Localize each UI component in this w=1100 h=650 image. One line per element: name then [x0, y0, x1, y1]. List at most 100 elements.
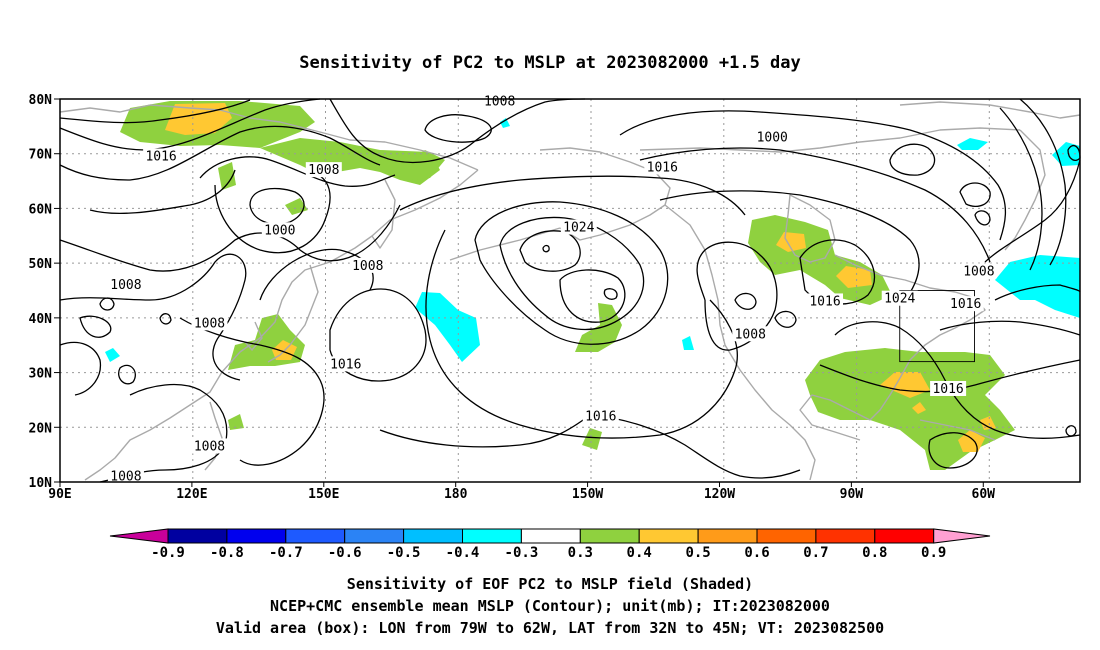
- contour-ring-canada-3: [974, 210, 991, 226]
- mslp-contours: [59, 98, 1081, 483]
- contour-label-bg: [807, 293, 843, 309]
- colorbar-swatch: [344, 528, 405, 544]
- colorbar-label: -0.4: [446, 545, 480, 561]
- colorbar-label: 0.8: [862, 545, 887, 561]
- colorbar-label: 0.7: [803, 545, 828, 561]
- lat-tick-label: 70N: [29, 148, 53, 163]
- colorbar-label: 0.3: [568, 545, 593, 561]
- contour-atlantic-4: [939, 320, 1081, 336]
- colorbar-label: -0.9: [151, 545, 185, 561]
- coast-greenland-south: [1004, 129, 1046, 251]
- shade-negative-small-2: [682, 336, 694, 350]
- colorbar-swatch: [462, 528, 522, 544]
- grid-lines: [60, 99, 1080, 482]
- contour-label-bg: [481, 93, 518, 109]
- colorbar-swatch: [756, 528, 817, 544]
- colorbar-extend-right: [933, 528, 991, 544]
- contour-label-bg: [732, 326, 769, 342]
- contour-1008-mid: [59, 204, 401, 272]
- contour-1024-high-1: [474, 201, 669, 345]
- contour-1016-east-pacific: [589, 414, 801, 479]
- contour-1016-asia-west: [59, 253, 247, 381]
- contour-1016-west-pacific: [179, 317, 325, 466]
- contour-label: 1008: [352, 259, 383, 274]
- shade-negative-pacific-1: [415, 292, 480, 362]
- contour-label: 1008: [308, 163, 339, 178]
- coast-alaska: [539, 147, 671, 241]
- contour-label-bg: [582, 408, 619, 424]
- contour-1008-siberia: [199, 156, 396, 187]
- colorbar-swatch: [874, 528, 935, 544]
- contour-1008-canada: [639, 147, 991, 263]
- contour-1024-core: [559, 269, 626, 323]
- colorbar-swatch: [815, 528, 876, 544]
- shade-strong-atlantic-3: [912, 402, 926, 414]
- axis-tick-labels: 10N 20N 30N 40N 50N 60N 70N 80N 90E 120E 150E 180 15…: [29, 93, 996, 502]
- contour-1000-canada: [619, 110, 1007, 241]
- colorbar-swatch: [285, 528, 346, 544]
- contour-label: 1016: [145, 149, 176, 164]
- coast-nw-america: [664, 204, 816, 481]
- shade-strong-atlantic-2: [958, 430, 985, 452]
- caption-line-3: Valid area (box): LON from 79W to 62W, L…: [216, 619, 884, 637]
- contour-label-bg: [960, 263, 997, 279]
- contour-label: 1016: [932, 382, 963, 397]
- contour-small-atlantic-ring: [1065, 425, 1077, 437]
- contour-label: 1024: [884, 292, 915, 307]
- coast-canada-arctic: [639, 127, 1021, 153]
- contour-label: 1008: [110, 278, 141, 293]
- contour-labels: 1008 1000 1016 1008 1016 1000 1024 1008 1008 1008…: [107, 93, 997, 485]
- contour-arctic-greenland-2: [1019, 98, 1067, 266]
- shade-negative-small-3: [500, 118, 510, 128]
- contour-label: 1016: [647, 160, 678, 175]
- contour-label: 1000: [264, 223, 295, 238]
- colorbar-swatch: [697, 528, 758, 544]
- contour-1016-asia-mid: [59, 341, 102, 396]
- contour-label: 1024: [563, 221, 594, 236]
- colorbar-label: -0.3: [505, 545, 539, 561]
- chart-title: Sensitivity of PC2 to MSLP at 2023082000…: [299, 53, 801, 73]
- shade-strong-hudson-2: [836, 266, 872, 288]
- contour-arctic-1: [59, 99, 251, 124]
- contour-1016-pacific-south: [379, 414, 591, 448]
- coast-kamchatka: [371, 179, 396, 249]
- lat-tick-label: 20N: [29, 421, 53, 436]
- contour-1008-sw-2: [118, 364, 136, 385]
- colorbar-label: 0.4: [627, 545, 652, 561]
- contour-label: 1016: [330, 357, 361, 372]
- shade-positive-arctic-2: [260, 138, 440, 185]
- shade-strong-hudson-1: [776, 232, 806, 252]
- colorbar-label: -0.6: [328, 545, 362, 561]
- lon-tick-label: 180: [444, 487, 468, 502]
- colorbar-swatch: [520, 528, 581, 544]
- contour-1008-east-asia: [89, 169, 236, 215]
- contour-1024-high-2: [499, 216, 645, 331]
- shade-positive-south-china: [228, 414, 244, 430]
- contour-label-bg: [261, 222, 298, 238]
- contour-1016-subtropical: [425, 229, 738, 439]
- coast-east-america: [834, 254, 986, 421]
- lon-tick-label: 60W: [972, 487, 996, 502]
- contour-small-ring-1: [99, 297, 115, 311]
- coast-hudson-bay: [784, 194, 836, 263]
- contour-1000-low: [249, 187, 305, 225]
- contour-1008-sw: [79, 315, 112, 338]
- colorbar-label: -0.7: [269, 545, 303, 561]
- colorbar: -0.9 -0.8 -0.7 -0.6 -0.5 -0.4 -0.3 0.3 0.4 0.5 0.6…: [109, 528, 991, 561]
- contour-1016-atlantic: [834, 321, 1081, 439]
- contour-ring-mid-1: [734, 292, 757, 310]
- contour-lowring-canada: [889, 143, 936, 176]
- colorbar-label: 0.9: [921, 545, 946, 561]
- contour-label: 1000: [757, 130, 788, 145]
- caption-line-1: Sensitivity of EOF PC2 to MSLP field (Sh…: [347, 575, 753, 593]
- coast-caribbean: [919, 419, 996, 441]
- contour-1016-high-outer: [399, 175, 746, 216]
- colorbar-label: -0.8: [210, 545, 244, 561]
- contour-label: 1008: [735, 327, 766, 342]
- contour-1024-high-3: [519, 230, 581, 272]
- coast-asia-arctic: [59, 104, 479, 171]
- coast-gulf-mexico: [799, 394, 871, 441]
- colorbar-extend-left: [109, 528, 169, 544]
- contour-1016-east-high: [696, 241, 778, 351]
